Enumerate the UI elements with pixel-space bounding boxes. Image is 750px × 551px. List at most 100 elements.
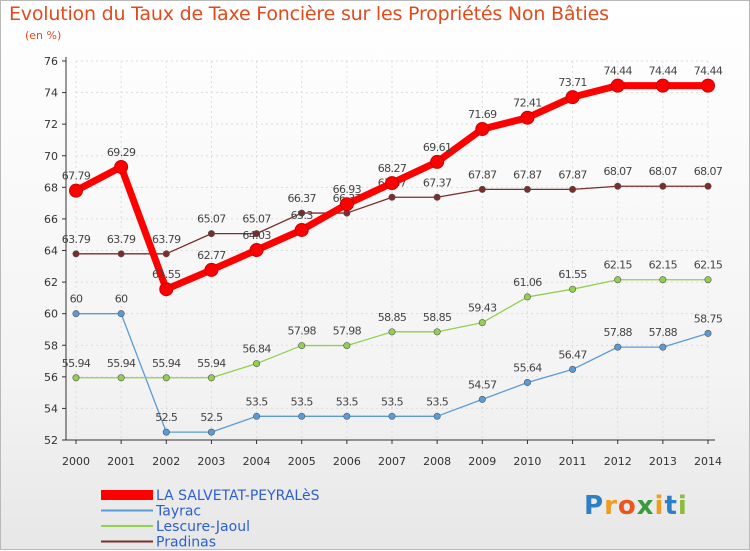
data-point: [117, 310, 125, 318]
data-label: 65.07: [197, 213, 226, 226]
legend-label: Lescure-Jaoul: [156, 519, 250, 535]
y-tick-label: 62: [44, 276, 58, 289]
data-label: 71.69: [468, 108, 497, 121]
data-point: [523, 293, 531, 301]
data-label: 57.88: [649, 326, 678, 339]
data-point: [655, 78, 670, 93]
data-point: [298, 412, 306, 420]
data-label: 52.5: [155, 411, 178, 424]
x-tick-label: 2003: [197, 455, 225, 468]
x-tick-label: 2013: [649, 455, 677, 468]
data-label: 58.75: [694, 312, 723, 325]
data-point: [478, 395, 486, 403]
y-tick-label: 64: [44, 245, 58, 258]
data-label: 69.61: [423, 141, 452, 154]
data-point: [207, 374, 215, 382]
data-point: [207, 230, 215, 238]
data-label: 65.3: [291, 209, 314, 222]
x-tick-label: 2010: [513, 455, 541, 468]
data-label: 53.5: [291, 395, 314, 408]
data-label: 73.71: [558, 76, 587, 89]
data-point: [117, 250, 125, 258]
logo-letter: t: [664, 491, 678, 521]
data-point: [614, 343, 622, 351]
data-point: [659, 343, 667, 351]
data-label: 68.07: [603, 165, 632, 178]
data-point: [614, 182, 622, 190]
data-label: 56.47: [558, 348, 587, 361]
data-label: 67.37: [423, 176, 452, 189]
data-label: 65.07: [242, 213, 271, 226]
data-point: [114, 159, 129, 174]
data-point: [569, 365, 577, 373]
data-label: 74.44: [649, 65, 678, 78]
data-label: 67.87: [558, 168, 587, 181]
data-point: [343, 342, 351, 350]
proxiti-logo: Proxiti: [584, 491, 688, 521]
data-label: 68.07: [649, 165, 678, 178]
data-point: [298, 342, 306, 350]
data-point: [520, 110, 535, 125]
data-label: 53.5: [246, 395, 269, 408]
data-label: 68.07: [694, 165, 723, 178]
data-label: 57.98: [287, 325, 316, 338]
data-point: [298, 209, 306, 217]
data-label: 72.41: [513, 97, 542, 110]
legend-label: Pradinas: [156, 535, 216, 551]
data-point: [72, 310, 80, 318]
data-point: [704, 329, 712, 337]
data-point: [433, 412, 441, 420]
data-point: [704, 276, 712, 284]
data-point: [117, 374, 125, 382]
data-point: [569, 285, 577, 293]
data-point: [253, 360, 261, 368]
data-point: [343, 412, 351, 420]
x-tick-label: 2012: [604, 455, 632, 468]
data-point: [204, 262, 219, 277]
legend-label: Tayrac: [155, 504, 201, 520]
chart-title: Evolution du Taux de Taxe Foncière sur l…: [9, 3, 609, 25]
logo-letter: r: [604, 491, 618, 521]
data-label: 61.06: [513, 276, 542, 289]
data-point: [162, 428, 170, 436]
series-lescure-jaoul: 55.94 55.94 55.94 55.94 56.84 57.98 57.98 58.85…: [62, 259, 723, 382]
data-label: 55.94: [62, 357, 91, 370]
data-label: 59.43: [468, 302, 497, 315]
data-label: 62.15: [603, 259, 632, 272]
data-label: 57.88: [603, 326, 632, 339]
logo-letter: P: [584, 491, 605, 521]
data-label: 55.94: [197, 357, 226, 370]
series-pradinas: 63.7963.7963.7965.0765.0766.3766.3767.37…: [62, 165, 723, 258]
y-tick-label: 56: [44, 371, 58, 384]
data-label: 63.79: [107, 233, 136, 246]
data-label: 64.03: [242, 229, 271, 242]
data-label: 60: [70, 293, 83, 306]
data-label: 58.85: [378, 311, 407, 324]
data-point: [162, 250, 170, 258]
series-la-salvetat-peyral-s: 67.79 69.29 61.55 62.77 64.03 65.3 66.93 68.27 6…: [62, 65, 723, 297]
y-tick-label: 58: [44, 339, 58, 352]
data-label: 53.5: [426, 395, 449, 408]
data-label: 67.87: [468, 168, 497, 181]
x-tick-label: 2001: [107, 455, 135, 468]
data-point: [701, 78, 715, 93]
data-point: [659, 182, 667, 190]
data-point: [659, 276, 667, 284]
data-point: [614, 276, 622, 284]
data-point: [388, 328, 396, 336]
x-tick-label: 2002: [152, 455, 180, 468]
data-point: [385, 176, 399, 191]
data-point: [388, 412, 396, 420]
data-label: 62.15: [649, 259, 678, 272]
data-point: [162, 374, 170, 382]
data-point: [565, 90, 580, 105]
data-label: 53.5: [381, 395, 404, 408]
data-point: [569, 185, 577, 193]
data-label: 68.27: [378, 162, 407, 175]
data-label: 74.44: [603, 65, 632, 78]
data-point: [72, 250, 80, 258]
y-tick-label: 72: [44, 118, 58, 131]
data-label: 67.87: [513, 168, 542, 181]
data-label: 53.5: [336, 395, 359, 408]
